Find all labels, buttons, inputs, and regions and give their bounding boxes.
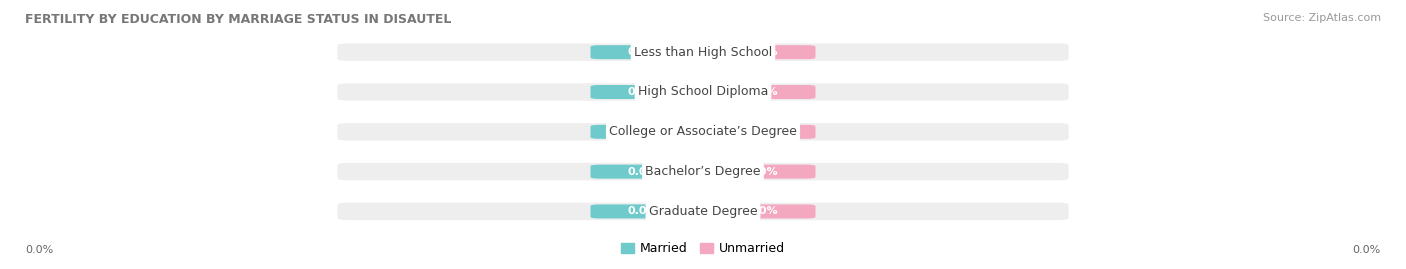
- Text: 0.0%: 0.0%: [748, 127, 778, 137]
- Text: 0.0%: 0.0%: [25, 245, 53, 255]
- FancyBboxPatch shape: [591, 125, 696, 139]
- FancyBboxPatch shape: [710, 165, 815, 179]
- FancyBboxPatch shape: [710, 204, 815, 218]
- Text: Source: ZipAtlas.com: Source: ZipAtlas.com: [1263, 13, 1381, 23]
- Text: 0.0%: 0.0%: [748, 87, 778, 97]
- FancyBboxPatch shape: [591, 85, 696, 99]
- FancyBboxPatch shape: [337, 163, 1069, 180]
- Text: 0.0%: 0.0%: [748, 47, 778, 57]
- FancyBboxPatch shape: [710, 45, 815, 59]
- FancyBboxPatch shape: [337, 83, 1069, 101]
- FancyBboxPatch shape: [591, 204, 696, 218]
- Text: 0.0%: 0.0%: [628, 206, 658, 217]
- Text: Less than High School: Less than High School: [634, 46, 772, 59]
- Text: 0.0%: 0.0%: [748, 167, 778, 177]
- FancyBboxPatch shape: [337, 123, 1069, 140]
- Text: 0.0%: 0.0%: [628, 87, 658, 97]
- Text: Bachelor’s Degree: Bachelor’s Degree: [645, 165, 761, 178]
- FancyBboxPatch shape: [591, 45, 696, 59]
- Text: 0.0%: 0.0%: [628, 167, 658, 177]
- Text: FERTILITY BY EDUCATION BY MARRIAGE STATUS IN DISAUTEL: FERTILITY BY EDUCATION BY MARRIAGE STATU…: [25, 13, 451, 26]
- Text: 0.0%: 0.0%: [1353, 245, 1381, 255]
- FancyBboxPatch shape: [337, 44, 1069, 61]
- Text: 0.0%: 0.0%: [628, 127, 658, 137]
- FancyBboxPatch shape: [710, 125, 815, 139]
- Text: Graduate Degree: Graduate Degree: [648, 205, 758, 218]
- FancyBboxPatch shape: [710, 85, 815, 99]
- FancyBboxPatch shape: [337, 203, 1069, 220]
- Legend: Married, Unmarried: Married, Unmarried: [616, 237, 790, 260]
- Text: College or Associate’s Degree: College or Associate’s Degree: [609, 125, 797, 138]
- Text: 0.0%: 0.0%: [628, 47, 658, 57]
- FancyBboxPatch shape: [591, 165, 696, 179]
- Text: 0.0%: 0.0%: [748, 206, 778, 217]
- Text: High School Diploma: High School Diploma: [638, 86, 768, 98]
